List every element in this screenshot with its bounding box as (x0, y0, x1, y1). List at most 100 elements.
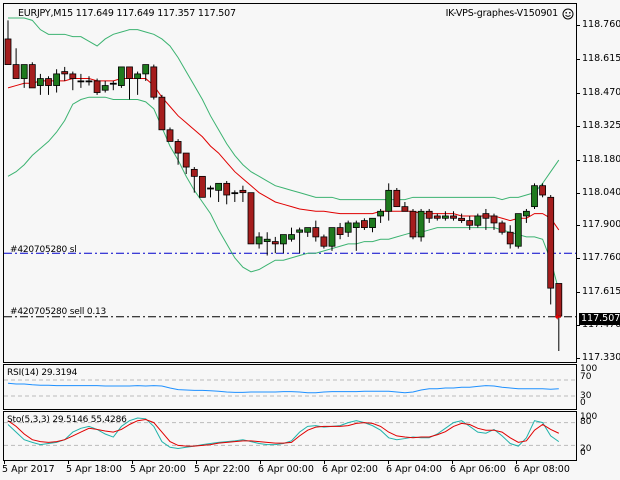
candle (223, 181, 231, 205)
sto-label: Sto(5,3,3) 29.5146 55.4286 (7, 415, 127, 425)
candle (360, 218, 368, 230)
candle (247, 192, 255, 245)
candle (255, 232, 263, 249)
candle (271, 236, 279, 254)
price-tick-label: 118.615 (582, 52, 620, 64)
rsi-line (7, 382, 559, 394)
price-tick-label: 118.040 (582, 186, 620, 198)
candle (85, 76, 93, 86)
candle (498, 220, 506, 235)
expert-name: IK-VPS-graphes-V150901 (445, 8, 559, 19)
candle (77, 73, 85, 88)
candle (288, 227, 295, 242)
time-tick (132, 460, 133, 464)
bollinger-lower-band (7, 96, 560, 291)
stochastic-line-chart (4, 417, 576, 449)
rsi-level-30: 30 (580, 391, 592, 401)
candle (61, 66, 69, 81)
rsi-label: RSI(14) 29.3194 (7, 368, 78, 378)
time-tick-label: 6 Apr 06:00 (450, 464, 506, 475)
price-tick (576, 291, 580, 293)
candle (109, 80, 117, 91)
candle (336, 222, 344, 240)
candle (37, 73, 44, 95)
candle (523, 208, 530, 223)
order-line-label: #420705280 sell 0.13 (10, 307, 107, 317)
candle (101, 80, 109, 93)
candle (320, 234, 328, 249)
candle (425, 208, 433, 223)
time-tick (260, 460, 261, 464)
candle (385, 183, 393, 221)
candle (393, 188, 401, 208)
candle (450, 211, 457, 221)
candle (20, 64, 28, 88)
candle (296, 227, 304, 254)
price-tick-label: 118.470 (582, 86, 620, 98)
sl-line-label: #420705280 sl (10, 245, 77, 255)
candle (490, 213, 498, 230)
time-tick-label: 6 Apr 02:00 (322, 464, 378, 475)
price-tick-label: 117.330 (582, 352, 620, 363)
price-tick-label: 118.180 (582, 154, 620, 166)
time-tick-label: 6 Apr 08:00 (514, 464, 570, 475)
price-tick-label: 117.615 (582, 285, 620, 297)
candle (69, 71, 77, 91)
rsi-panel[interactable]: RSI(14) 29.3194 (3, 364, 577, 410)
candle (344, 220, 352, 237)
price-tick-label: 117.900 (582, 219, 620, 231)
candle (409, 208, 417, 240)
price-tick (576, 126, 580, 128)
candle (352, 220, 360, 251)
time-tick (68, 460, 69, 464)
time-tick-label: 6 Apr 04:00 (386, 464, 442, 475)
current-price-badge: 117.507 (579, 313, 620, 325)
candle (166, 127, 174, 142)
price-tick (576, 92, 580, 94)
time-tick (452, 460, 453, 464)
candle (514, 213, 522, 249)
candle (417, 208, 425, 242)
time-tick (196, 460, 197, 464)
moving-average-line (7, 78, 560, 231)
candle (45, 76, 52, 95)
price-tick (576, 25, 580, 26)
rsi-level-100: 100 (580, 364, 598, 374)
time-tick-label: 5 Apr 20:00 (130, 464, 186, 475)
candle (328, 227, 336, 251)
candle (190, 167, 198, 193)
candle (458, 213, 466, 223)
candle (53, 69, 60, 93)
candle (441, 211, 449, 221)
time-tick (4, 460, 5, 464)
candle (93, 78, 101, 95)
candlestick-chart (4, 17, 576, 352)
time-tick (388, 460, 389, 464)
sell-arrow-icon (554, 313, 561, 320)
sto-level-0: 0 (580, 448, 586, 458)
candle (4, 20, 12, 65)
candle (531, 183, 538, 209)
candle (174, 139, 182, 165)
price-tick-label: 117.760 (582, 251, 620, 263)
candle (401, 201, 409, 212)
smiley-icon[interactable] (562, 8, 574, 20)
price-tick (576, 325, 580, 327)
symbol-info: EURJPY,M15 117.649 117.649 117.357 117.5… (18, 8, 236, 19)
candle (118, 66, 125, 88)
candle (231, 190, 239, 202)
candle (304, 227, 312, 237)
sto-level-20: 20 (580, 444, 592, 454)
rsi-level-0: 0 (580, 398, 586, 408)
time-tick (516, 460, 517, 464)
candle (126, 66, 133, 100)
candle (158, 94, 166, 131)
candle (474, 213, 482, 228)
candle (150, 64, 158, 100)
sto-level-80: 80 (580, 417, 592, 427)
price-tick-label: 118.760 (582, 19, 620, 30)
candle (182, 152, 190, 175)
main-chart-panel[interactable]: EURJPY,M15 117.649 117.649 117.357 117.5… (3, 3, 577, 363)
stochastic-panel[interactable]: Sto(5,3,3) 29.5146 55.4286 (3, 411, 577, 461)
rsi-level-70: 70 (580, 372, 592, 382)
